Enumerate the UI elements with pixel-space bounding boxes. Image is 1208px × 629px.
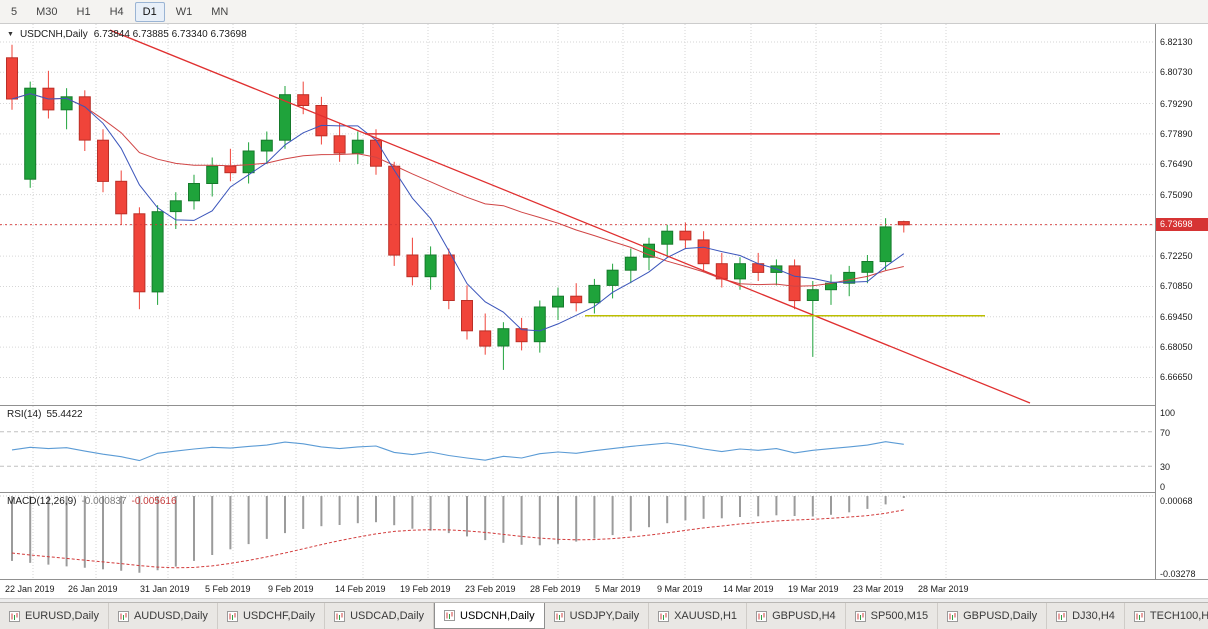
chart-tab-tech100-h1[interactable]: TECH100,H1 bbox=[1125, 603, 1208, 629]
tab-chart-icon bbox=[854, 610, 866, 622]
pane-divider[interactable] bbox=[0, 405, 1208, 406]
time-axis-label: 22 Jan 2019 bbox=[5, 584, 55, 594]
timeframe-button-w1[interactable]: W1 bbox=[175, 5, 193, 18]
price-axis[interactable]: 6.82130 6.80730 6.79290 6.77890 6.76490 6.750… bbox=[1155, 24, 1208, 579]
tab-label: EURUSD,Daily bbox=[25, 610, 99, 622]
tab-chart-icon bbox=[1133, 610, 1145, 622]
macd-pane[interactable] bbox=[0, 493, 1155, 579]
macd-main-value: -0.000837 bbox=[81, 496, 127, 507]
chart-title-ohlc: 6.73844 6.73885 6.73340 6.73698 bbox=[93, 29, 247, 40]
rsi-label: RSI(14) 55.4422 bbox=[7, 409, 83, 420]
tab-chart-icon bbox=[226, 610, 238, 622]
time-axis-label: 5 Feb 2019 bbox=[205, 584, 251, 594]
chart-title-symbol: USDCNH,Daily bbox=[19, 29, 88, 40]
tab-label: TECH100,H1 bbox=[1149, 610, 1208, 622]
pane-divider[interactable] bbox=[0, 492, 1208, 493]
chart-window: ▼ USDCNH,Daily 6.73844 6.73885 6.73340 6… bbox=[0, 24, 1208, 598]
price-axis-label: 6.79290 bbox=[1160, 99, 1193, 109]
chart-tabbar: EURUSD,Daily AUDUSD,Daily USDCHF,Daily USDC… bbox=[0, 602, 1208, 629]
tab-label: GBPUSD,H4 bbox=[772, 610, 836, 622]
rsi-pane[interactable] bbox=[0, 406, 1155, 492]
time-axis-label: 23 Feb 2019 bbox=[465, 584, 516, 594]
time-axis-label: 14 Feb 2019 bbox=[335, 584, 386, 594]
rsi-axis-label: 30 bbox=[1160, 462, 1171, 472]
tab-chart-icon bbox=[756, 610, 768, 622]
tab-label: DJ30,H4 bbox=[1072, 610, 1115, 622]
tab-chart-icon bbox=[9, 610, 20, 622]
tab-label: USDCAD,Daily bbox=[350, 610, 425, 622]
tab-chart-icon bbox=[553, 610, 565, 622]
tab-label: XAUUSD,H1 bbox=[674, 610, 738, 622]
tab-chart-icon bbox=[334, 610, 346, 622]
horizontal-scrollbar[interactable] bbox=[0, 598, 1208, 602]
chart-tab-gbpusd-daily[interactable]: GBPUSD,Daily bbox=[938, 603, 1048, 629]
chart-tab-sp500-m15[interactable]: SP500,M15 bbox=[846, 603, 939, 629]
timeframe-toolbar: 5 M30 H1 H4 D1 W1 MN bbox=[0, 0, 1208, 24]
macd-axis-label: 0.00068 bbox=[1160, 496, 1193, 506]
price-axis-label: 6.72250 bbox=[1160, 251, 1193, 261]
rsi-value: 55.4422 bbox=[46, 409, 83, 420]
time-axis-label: 19 Feb 2019 bbox=[400, 584, 451, 594]
macd-axis-label: -0.03278 bbox=[1160, 569, 1196, 579]
tab-label: SP500,M15 bbox=[870, 610, 929, 622]
tab-label: GBPUSD,Daily bbox=[963, 610, 1038, 622]
tab-chart-icon bbox=[947, 610, 959, 622]
rsi-axis-label: 70 bbox=[1160, 428, 1171, 438]
time-axis-label: 9 Mar 2019 bbox=[657, 584, 703, 594]
timeframe-button-m30[interactable]: M30 bbox=[36, 5, 58, 18]
time-axis-label: 9 Feb 2019 bbox=[268, 584, 314, 594]
time-axis-label: 31 Jan 2019 bbox=[140, 584, 190, 594]
chart-tab-eurusd-daily[interactable]: EURUSD,Daily bbox=[0, 603, 109, 629]
symbol-dropdown-icon[interactable]: ▼ bbox=[7, 31, 14, 38]
chart-tab-usdjpy-daily[interactable]: USDJPY,Daily bbox=[545, 603, 650, 629]
timeframe-button-h4[interactable]: H4 bbox=[109, 5, 124, 18]
timeframe-button-h1[interactable]: H1 bbox=[76, 5, 91, 18]
price-axis-label: 6.76490 bbox=[1160, 159, 1193, 169]
chart-tab-xauusd-h1[interactable]: XAUUSD,H1 bbox=[649, 603, 748, 629]
price-axis-label: 6.70850 bbox=[1160, 281, 1193, 291]
price-axis-label: 6.75090 bbox=[1160, 190, 1193, 200]
macd-name: MACD(12,26,9) bbox=[7, 496, 77, 507]
price-axis-label: 6.68050 bbox=[1160, 342, 1193, 352]
time-axis[interactable]: 22 Jan 2019 26 Jan 2019 31 Jan 2019 5 Feb 2… bbox=[0, 579, 1208, 598]
price-axis-label: 6.66650 bbox=[1160, 372, 1193, 382]
price-axis-label: 6.77890 bbox=[1160, 129, 1193, 139]
time-axis-label: 26 Jan 2019 bbox=[68, 584, 118, 594]
timeframe-button-mn[interactable]: MN bbox=[211, 5, 229, 18]
tab-label: AUDUSD,Daily bbox=[133, 610, 208, 622]
chart-tab-dj30-h4[interactable]: DJ30,H4 bbox=[1047, 603, 1125, 629]
tab-label: USDCHF,Daily bbox=[242, 610, 316, 622]
rsi-name: RSI(14) bbox=[7, 409, 42, 420]
price-axis-label: 6.69450 bbox=[1160, 312, 1193, 322]
time-axis-label: 23 Mar 2019 bbox=[853, 584, 904, 594]
tab-label: USDJPY,Daily bbox=[569, 610, 640, 622]
price-axis-label: 6.80730 bbox=[1160, 67, 1193, 77]
macd-signal-value: -0.005616 bbox=[131, 496, 177, 507]
tab-chart-icon bbox=[658, 610, 670, 622]
rsi-axis-label: 0 bbox=[1160, 482, 1166, 492]
chart-tab-audusd-daily[interactable]: AUDUSD,Daily bbox=[109, 603, 218, 629]
timeframe-button-5[interactable]: 5 bbox=[11, 5, 18, 18]
rsi-axis-label: 100 bbox=[1160, 408, 1176, 418]
chart-title: ▼ USDCNH,Daily 6.73844 6.73885 6.73340 6… bbox=[7, 29, 247, 40]
chart-tab-gbpusd-h4[interactable]: GBPUSD,H4 bbox=[747, 603, 846, 629]
price-axis-label: 6.82130 bbox=[1160, 37, 1193, 47]
tab-chart-icon bbox=[117, 610, 129, 622]
price-current-badge: 6.73698 bbox=[1156, 218, 1208, 231]
main-chart-canvas[interactable] bbox=[0, 24, 1155, 405]
tab-chart-icon bbox=[1056, 610, 1068, 622]
chart-tab-usdcnh-daily[interactable]: USDCNH,Daily bbox=[434, 603, 545, 629]
chart-tab-usdcad-daily[interactable]: USDCAD,Daily bbox=[325, 603, 435, 629]
time-axis-label: 28 Feb 2019 bbox=[530, 584, 581, 594]
time-axis-label: 14 Mar 2019 bbox=[723, 584, 774, 594]
tab-chart-icon bbox=[444, 610, 456, 621]
time-axis-label: 28 Mar 2019 bbox=[918, 584, 969, 594]
macd-label: MACD(12,26,9) -0.000837 -0.005616 bbox=[7, 496, 177, 507]
time-axis-label: 5 Mar 2019 bbox=[595, 584, 641, 594]
time-axis-label: 19 Mar 2019 bbox=[788, 584, 839, 594]
tab-label: USDCNH,Daily bbox=[460, 609, 535, 622]
timeframe-button-d1[interactable]: D1 bbox=[134, 1, 165, 22]
chart-tab-usdchf-daily[interactable]: USDCHF,Daily bbox=[218, 603, 326, 629]
